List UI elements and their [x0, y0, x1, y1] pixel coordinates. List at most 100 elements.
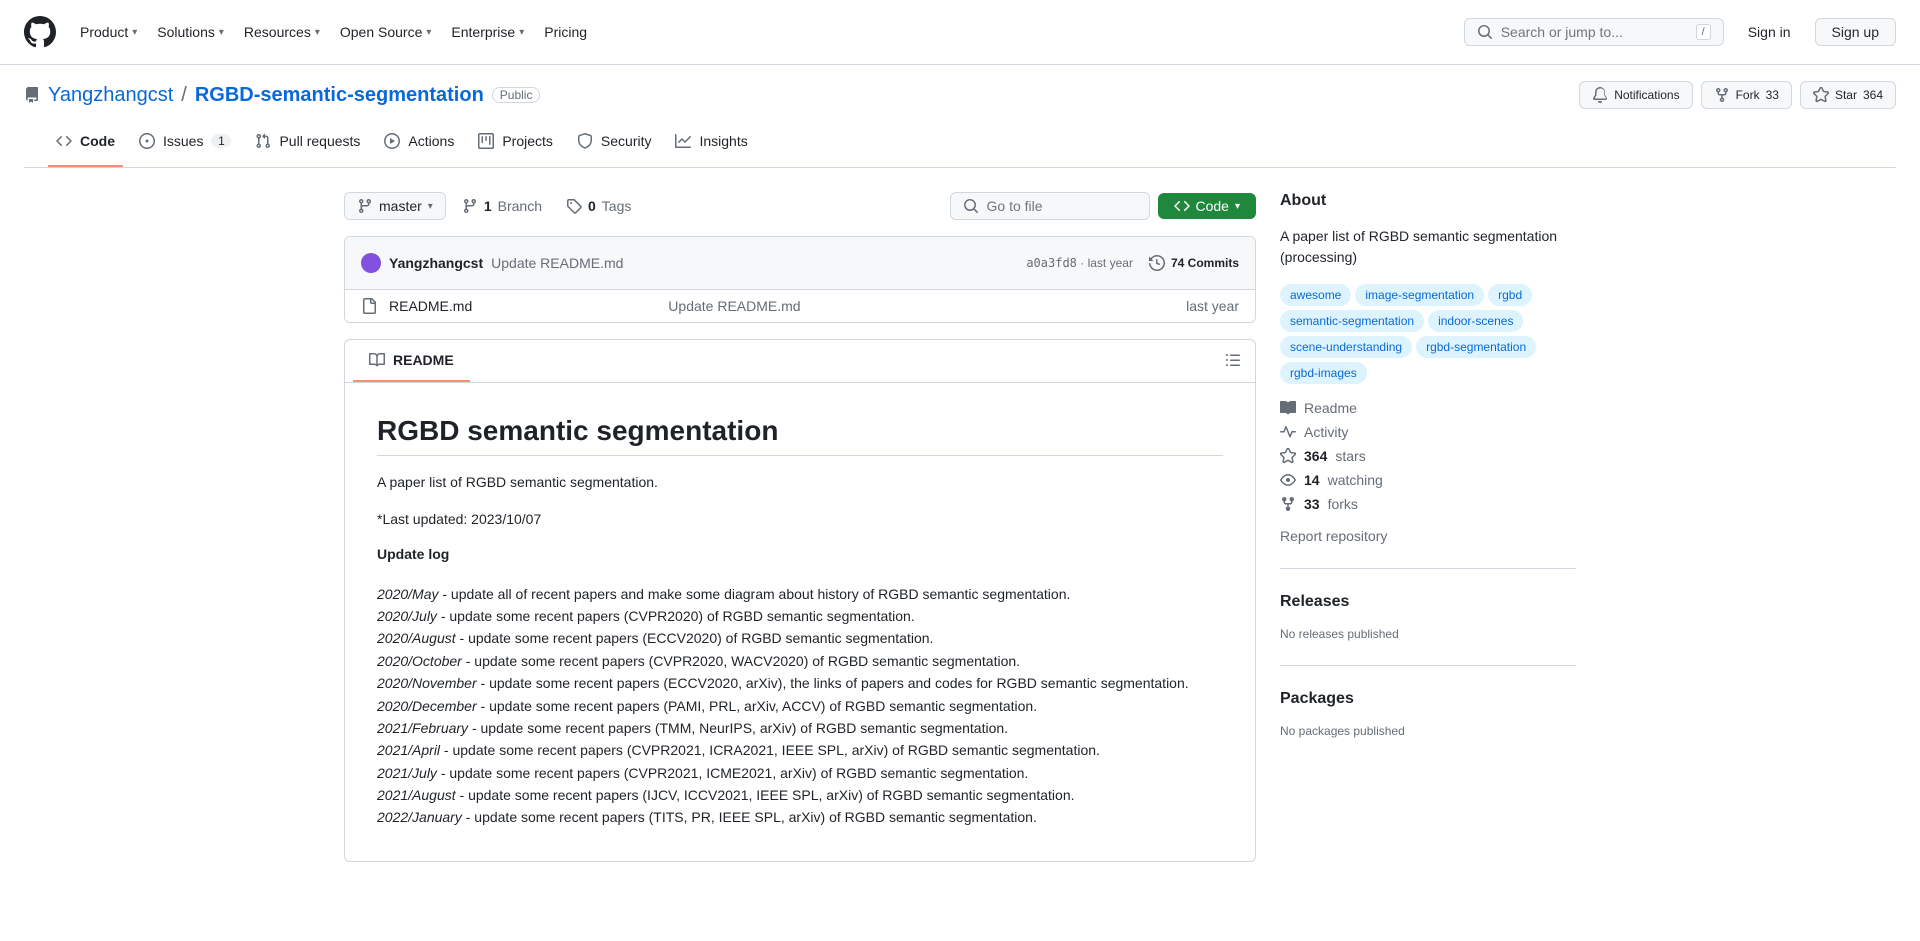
readme-link[interactable]: Readme [1280, 400, 1576, 416]
fork-icon [1280, 496, 1296, 512]
file-name-link[interactable]: README.md [389, 298, 472, 314]
star-icon [1280, 448, 1296, 464]
tab-actions[interactable]: Actions [376, 125, 462, 167]
file-date: last year [1186, 298, 1239, 314]
repo-owner-link[interactable]: Yangzhangcst [48, 84, 173, 107]
commit-hash[interactable]: a0a3fd8 [1026, 256, 1077, 270]
file-row: README.md Update README.md last year [345, 290, 1255, 322]
branch-icon [357, 198, 373, 214]
nav-enterprise[interactable]: Enterprise▾ [443, 18, 532, 46]
code-dropdown-button[interactable]: Code ▾ [1158, 193, 1257, 219]
topic-tag[interactable]: rgbd-images [1280, 362, 1367, 384]
readme-updated: *Last updated: 2023/10/07 [377, 509, 1223, 530]
github-logo-icon[interactable] [24, 16, 56, 48]
sign-up-button[interactable]: Sign up [1815, 18, 1896, 46]
activity-link[interactable]: Activity [1280, 424, 1576, 440]
nav-pricing[interactable]: Pricing [536, 18, 595, 46]
star-icon [1813, 87, 1829, 103]
code-icon [56, 133, 72, 149]
topic-tag[interactable]: scene-understanding [1280, 336, 1412, 358]
about-heading: About [1280, 192, 1576, 210]
repo-name-link[interactable]: RGBD-semantic-segmentation [195, 84, 484, 107]
chevron-down-icon: ▾ [315, 27, 320, 38]
chevron-down-icon: ▾ [219, 27, 224, 38]
code-icon [1174, 198, 1190, 214]
commit-meta: a0a3fd8 · last year 74 Commits [1026, 255, 1239, 271]
readme-title: RGBD semantic segmentation [377, 415, 1223, 456]
tab-insights[interactable]: Insights [667, 125, 755, 167]
projects-icon [478, 133, 494, 149]
nav-product[interactable]: Product▾ [72, 18, 145, 46]
author-avatar[interactable] [361, 253, 381, 273]
branch-selector[interactable]: master ▾ [344, 192, 446, 220]
log-entry: 2020/July - update some recent papers (C… [377, 605, 1223, 627]
tab-security[interactable]: Security [569, 125, 660, 167]
topic-tag[interactable]: awesome [1280, 284, 1351, 306]
packages-heading[interactable]: Packages [1280, 690, 1576, 708]
outline-button[interactable] [1219, 346, 1247, 377]
branches-link[interactable]: 1 Branch [454, 193, 550, 219]
fork-button[interactable]: Fork 33 [1701, 81, 1792, 109]
pr-icon [255, 133, 271, 149]
readme-tab[interactable]: README [353, 340, 470, 382]
commit-message[interactable]: Update README.md [491, 255, 623, 271]
topic-tag[interactable]: rgbd [1488, 284, 1532, 306]
repo-actions: Notifications Fork 33 Star 364 [1579, 81, 1896, 109]
nav-open-source[interactable]: Open Source▾ [332, 18, 440, 46]
readme-box: README RGBD semantic segmentation A pape… [344, 339, 1256, 862]
log-entry: 2021/February - update some recent paper… [377, 717, 1223, 739]
forks-link[interactable]: 33 forks [1280, 496, 1576, 512]
star-button[interactable]: Star 364 [1800, 81, 1896, 109]
repo-sep: / [181, 84, 187, 107]
log-entry: 2020/November - update some recent paper… [377, 672, 1223, 694]
commits-link[interactable]: 74 Commits [1149, 255, 1239, 271]
header-right: / Sign in Sign up [1464, 18, 1896, 46]
repo-header: Yangzhangcst / RGBD-semantic-segmentatio… [0, 65, 1920, 168]
topic-tag[interactable]: indoor-scenes [1428, 310, 1523, 332]
actions-icon [384, 133, 400, 149]
watching-link[interactable]: 14 watching [1280, 472, 1576, 488]
main-column: master ▾ 1 Branch 0 Tags Code [344, 192, 1256, 862]
topic-tag[interactable]: image-segmentation [1355, 284, 1484, 306]
report-link[interactable]: Report repository [1280, 528, 1576, 544]
nav-solutions[interactable]: Solutions▾ [149, 18, 232, 46]
packages-empty: No packages published [1280, 724, 1576, 738]
readme-content: RGBD semantic segmentation A paper list … [345, 383, 1255, 861]
eye-icon [1280, 472, 1296, 488]
book-icon [1280, 400, 1296, 416]
search-icon [963, 198, 979, 214]
stars-link[interactable]: 364 stars [1280, 448, 1576, 464]
tab-code[interactable]: Code [48, 125, 123, 167]
search-box[interactable]: / [1464, 18, 1724, 46]
log-entry: 2022/January - update some recent papers… [377, 806, 1223, 828]
nav-resources[interactable]: Resources▾ [236, 18, 328, 46]
book-icon [369, 352, 385, 368]
file-header: master ▾ 1 Branch 0 Tags Code [344, 192, 1256, 220]
latest-commit-row: Yangzhangcst Update README.md a0a3fd8 · … [345, 237, 1255, 290]
global-header: Product▾ Solutions▾ Resources▾ Open Sour… [0, 0, 1920, 65]
tags-link[interactable]: 0 Tags [558, 193, 639, 219]
update-log-heading: Update log [377, 546, 1223, 566]
pulse-icon [1280, 424, 1296, 440]
chevron-down-icon: ▾ [1235, 201, 1240, 212]
topics-list: awesomeimage-segmentationrgbd semantic-se… [1280, 284, 1576, 384]
releases-heading[interactable]: Releases [1280, 593, 1576, 611]
file-commit-msg[interactable]: Update README.md [668, 298, 1186, 314]
branch-icon [462, 198, 478, 214]
notifications-button[interactable]: Notifications [1579, 81, 1692, 109]
topic-tag[interactable]: semantic-segmentation [1280, 310, 1424, 332]
tab-projects[interactable]: Projects [470, 125, 561, 167]
file-icon [361, 298, 377, 314]
topic-tag[interactable]: rgbd-segmentation [1416, 336, 1536, 358]
search-input[interactable] [1501, 24, 1688, 40]
commit-author[interactable]: Yangzhangcst [389, 255, 483, 271]
chevron-down-icon: ▾ [519, 27, 524, 38]
tab-pull-requests[interactable]: Pull requests [247, 125, 368, 167]
search-icon [1477, 24, 1493, 40]
sign-in-link[interactable]: Sign in [1736, 19, 1803, 45]
tab-issues[interactable]: Issues1 [131, 125, 239, 167]
log-entry: 2020/August - update some recent papers … [377, 627, 1223, 649]
go-to-file-input[interactable] [950, 192, 1150, 220]
go-to-file-field[interactable] [987, 198, 1168, 214]
log-entry: 2021/April - update some recent papers (… [377, 739, 1223, 761]
